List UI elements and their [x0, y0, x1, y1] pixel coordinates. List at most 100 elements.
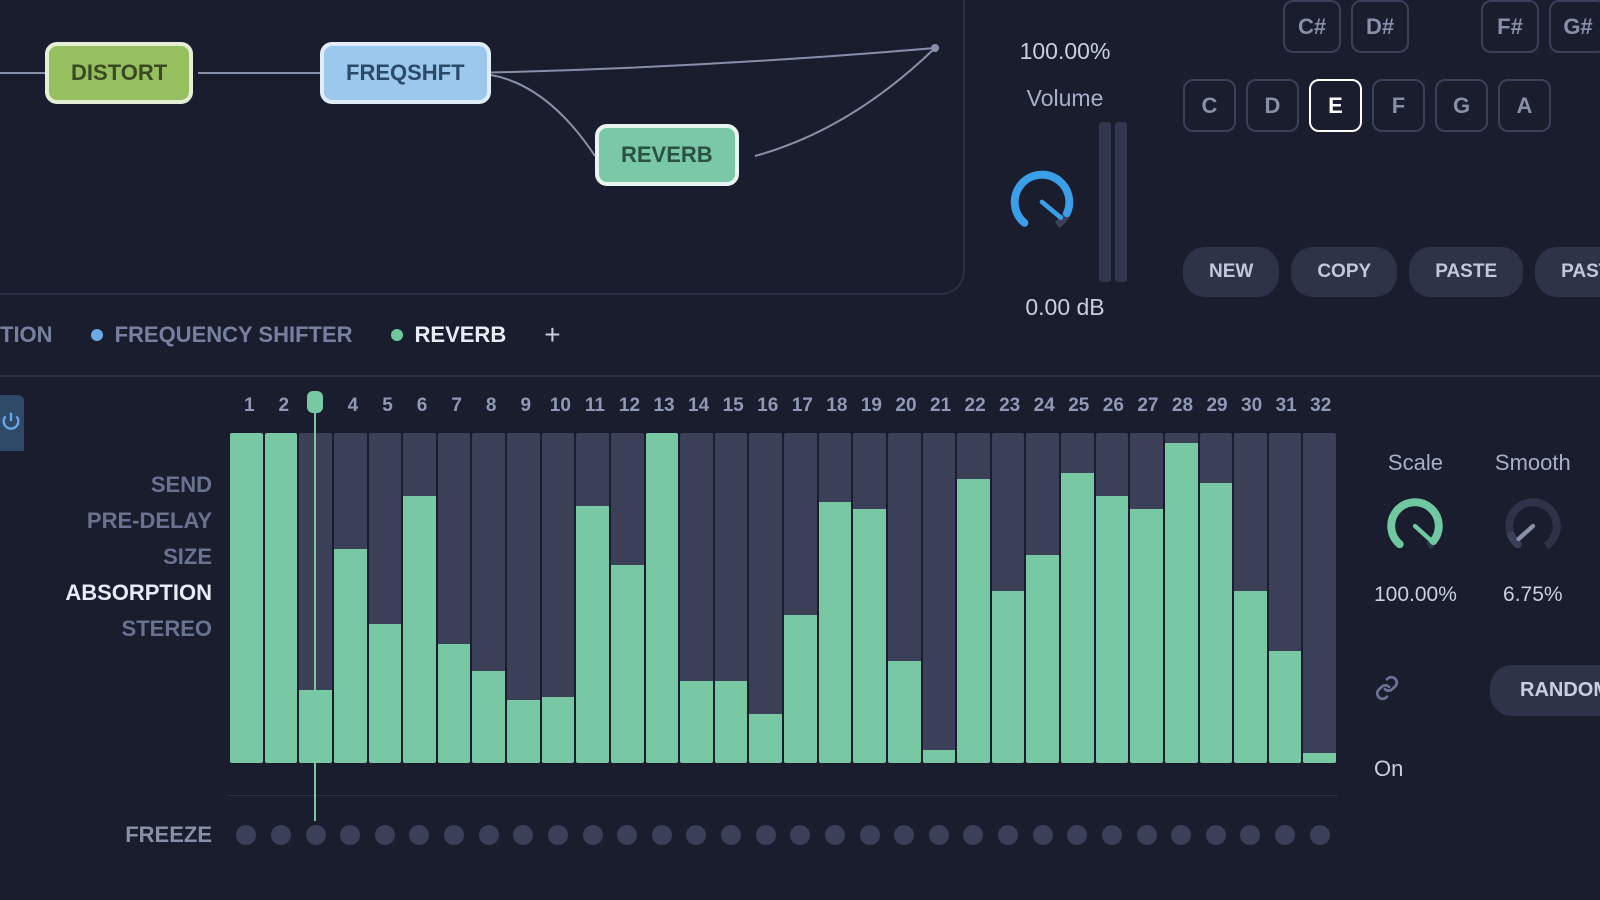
sequencer-step[interactable] — [1096, 433, 1129, 763]
sequencer-step[interactable] — [1061, 433, 1094, 763]
freeze-step[interactable] — [1137, 825, 1157, 845]
freeze-step[interactable] — [236, 825, 256, 845]
upload-button[interactable] — [1374, 395, 1600, 424]
smooth-knob[interactable] — [1497, 490, 1569, 562]
sequencer-step[interactable] — [1165, 433, 1198, 763]
sequencer-step[interactable] — [1200, 433, 1233, 763]
sequencer-step[interactable] — [369, 433, 402, 763]
tab-distortion-partial[interactable]: TION — [0, 322, 53, 348]
tab-frequency-shifter[interactable]: FREQUENCY SHIFTER — [91, 322, 353, 348]
freeze-step[interactable] — [340, 825, 360, 845]
sequencer-step[interactable] — [992, 433, 1025, 763]
freeze-step[interactable] — [686, 825, 706, 845]
scale-knob[interactable] — [1379, 490, 1451, 562]
sequencer-step[interactable] — [1026, 433, 1059, 763]
key-F[interactable]: F — [1372, 79, 1425, 132]
freeze-step[interactable] — [1275, 825, 1295, 845]
key-C[interactable]: C — [1183, 79, 1236, 132]
sequencer-step[interactable] — [923, 433, 956, 763]
link-icon[interactable] — [1374, 675, 1400, 706]
param-predelay[interactable]: PRE-DELAY — [24, 503, 212, 539]
freeze-step[interactable] — [271, 825, 291, 845]
sequencer-step[interactable] — [334, 433, 367, 763]
node-freqshft[interactable]: FREQSHFT — [320, 42, 491, 104]
sequencer-step[interactable] — [403, 433, 436, 763]
sequencer-step[interactable] — [957, 433, 990, 763]
power-toggle[interactable] — [0, 395, 24, 451]
new-button[interactable]: NEW — [1183, 247, 1279, 297]
freeze-step[interactable] — [1240, 825, 1260, 845]
sequencer-step[interactable] — [1130, 433, 1163, 763]
freeze-step[interactable] — [513, 825, 533, 845]
add-tab-button[interactable]: + — [544, 319, 560, 351]
key-Gsharp[interactable]: G# — [1549, 0, 1600, 53]
sequencer-step[interactable] — [853, 433, 886, 763]
sequencer-step[interactable] — [715, 433, 748, 763]
param-stereo[interactable]: STEREO — [24, 611, 212, 647]
freeze-step[interactable] — [1310, 825, 1330, 845]
key-Csharp[interactable]: C# — [1283, 0, 1341, 53]
freeze-step[interactable] — [721, 825, 741, 845]
volume-knob[interactable] — [1003, 163, 1081, 241]
sequencer-step[interactable] — [646, 433, 679, 763]
param-absorption[interactable]: ABSORPTION — [24, 575, 212, 611]
key-Fsharp[interactable]: F# — [1481, 0, 1539, 53]
param-size[interactable]: SIZE — [24, 539, 212, 575]
node-distort[interactable]: DISTORT — [45, 42, 193, 104]
sequencer-step[interactable] — [888, 433, 921, 763]
sequencer-step[interactable] — [1303, 433, 1336, 763]
sequencer-step[interactable] — [1234, 433, 1267, 763]
freeze-step[interactable] — [375, 825, 395, 845]
freeze-step[interactable] — [756, 825, 776, 845]
freeze-step[interactable] — [1206, 825, 1226, 845]
sequencer-step[interactable] — [680, 433, 713, 763]
freeze-step[interactable] — [963, 825, 983, 845]
freeze-step[interactable] — [306, 825, 326, 845]
key-E[interactable]: E — [1309, 79, 1362, 132]
key-D[interactable]: D — [1246, 79, 1299, 132]
playhead[interactable] — [314, 391, 316, 821]
freeze-step[interactable] — [1102, 825, 1122, 845]
key-Dsharp[interactable]: D# — [1351, 0, 1409, 53]
sequencer-step[interactable] — [1269, 433, 1302, 763]
freeze-step[interactable] — [825, 825, 845, 845]
sequencer-step[interactable] — [784, 433, 817, 763]
copy-button[interactable]: COPY — [1291, 247, 1397, 297]
sequencer-bars[interactable] — [228, 433, 1338, 763]
freeze-step[interactable] — [894, 825, 914, 845]
tab-reverb[interactable]: REVERB — [391, 322, 507, 348]
freeze-step[interactable] — [479, 825, 499, 845]
key-G[interactable]: G — [1435, 79, 1488, 132]
freeze-step[interactable] — [548, 825, 568, 845]
sequencer-step[interactable] — [265, 433, 298, 763]
freeze-step[interactable] — [860, 825, 880, 845]
freeze-step[interactable] — [998, 825, 1018, 845]
paste-button[interactable]: PASTE — [1409, 247, 1523, 297]
sequencer-step[interactable] — [542, 433, 575, 763]
sequencer-step[interactable] — [576, 433, 609, 763]
paste-t-button[interactable]: PASTE T — [1535, 247, 1600, 297]
key-A[interactable]: A — [1498, 79, 1551, 132]
freeze-step[interactable] — [790, 825, 810, 845]
freeze-step[interactable] — [444, 825, 464, 845]
sequencer-step[interactable] — [438, 433, 471, 763]
sequencer-step[interactable] — [472, 433, 505, 763]
freeze-steps[interactable] — [228, 825, 1338, 845]
sequencer-step[interactable] — [749, 433, 782, 763]
sequencer-step[interactable] — [507, 433, 540, 763]
freeze-step[interactable] — [583, 825, 603, 845]
freeze-step[interactable] — [617, 825, 637, 845]
param-send[interactable]: SEND — [24, 467, 212, 503]
sequencer-step[interactable] — [611, 433, 644, 763]
freeze-step[interactable] — [929, 825, 949, 845]
freeze-step[interactable] — [1033, 825, 1053, 845]
randomize-button[interactable]: RANDOMIZE — [1490, 665, 1600, 716]
on-toggle[interactable] — [1374, 800, 1600, 830]
node-reverb[interactable]: REVERB — [595, 124, 739, 186]
freeze-step[interactable] — [1171, 825, 1191, 845]
sequencer-step[interactable] — [819, 433, 852, 763]
sequencer-step[interactable] — [230, 433, 263, 763]
freeze-step[interactable] — [1067, 825, 1087, 845]
freeze-step[interactable] — [409, 825, 429, 845]
freeze-step[interactable] — [652, 825, 672, 845]
